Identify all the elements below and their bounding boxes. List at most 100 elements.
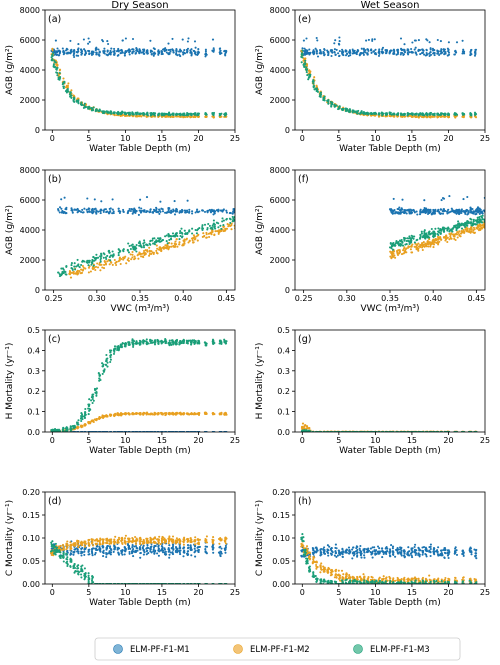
data-point — [446, 54, 449, 57]
data-point — [312, 82, 315, 85]
data-point — [59, 50, 62, 53]
data-point — [406, 237, 409, 240]
data-point — [87, 264, 90, 267]
data-point — [161, 210, 165, 213]
data-point — [469, 231, 472, 234]
data-point — [319, 48, 322, 52]
data-point — [104, 263, 108, 266]
data-point — [334, 105, 337, 108]
data-point — [225, 218, 228, 221]
data-point — [58, 78, 61, 81]
data-point — [178, 243, 181, 246]
data-point — [388, 111, 391, 114]
data-point — [417, 113, 420, 116]
data-point — [64, 429, 67, 432]
data-point — [175, 112, 178, 115]
data-point — [56, 64, 59, 67]
data-point — [61, 47, 64, 50]
data-point — [377, 51, 380, 54]
data-point — [419, 233, 422, 236]
data-point — [135, 210, 138, 213]
data-point — [420, 232, 423, 235]
data-point — [478, 212, 481, 215]
data-point — [466, 195, 469, 199]
data-point — [113, 348, 116, 351]
data-point — [62, 53, 65, 56]
data-point — [119, 210, 122, 213]
data-point — [165, 234, 168, 237]
axes-frame — [44, 9, 236, 131]
data-point — [465, 229, 468, 232]
data-point — [164, 413, 167, 416]
data-point — [135, 51, 138, 54]
data-point — [312, 86, 315, 89]
data-point — [428, 241, 431, 244]
y-tick-label: 2000 — [20, 96, 40, 105]
data-point — [69, 276, 73, 279]
data-point — [160, 50, 164, 53]
data-point — [433, 234, 437, 237]
data-point — [351, 48, 354, 51]
data-point — [106, 254, 109, 257]
data-point — [351, 52, 354, 55]
data-point — [229, 221, 232, 224]
data-point — [124, 37, 127, 40]
data-point — [59, 75, 62, 79]
data-point — [80, 53, 83, 56]
data-point — [201, 235, 204, 238]
data-point — [173, 245, 176, 249]
data-point — [392, 197, 395, 200]
data-point — [403, 246, 406, 249]
data-point — [140, 209, 143, 213]
data-point — [367, 38, 370, 41]
data-point — [138, 209, 141, 212]
data-point — [192, 49, 195, 52]
data-point — [87, 266, 91, 269]
data-point — [349, 54, 352, 57]
data-point — [367, 49, 370, 52]
data-point — [448, 229, 452, 232]
data-point — [163, 48, 166, 51]
data-point — [394, 242, 397, 245]
data-points — [57, 196, 235, 279]
data-point — [60, 207, 63, 210]
data-point — [214, 227, 217, 230]
data-point — [462, 48, 465, 51]
data-point — [419, 53, 422, 56]
y-tick-label: 0 — [285, 286, 290, 295]
data-point — [88, 421, 91, 424]
data-point — [175, 411, 178, 415]
data-point — [355, 51, 358, 54]
data-point — [92, 106, 95, 109]
data-point — [423, 232, 426, 235]
data-point — [102, 252, 105, 255]
data-point — [406, 48, 409, 51]
data-point — [403, 49, 406, 52]
data-point — [410, 245, 413, 248]
data-point — [194, 46, 197, 49]
data-point — [135, 49, 138, 52]
data-point — [452, 233, 455, 236]
data-point — [461, 52, 464, 55]
data-point — [315, 52, 318, 55]
data-point — [392, 241, 395, 245]
data-point — [433, 52, 436, 55]
data-point — [411, 41, 414, 44]
data-point — [362, 53, 365, 56]
x-tick-label: 0.25 — [295, 294, 313, 303]
data-point — [457, 222, 460, 225]
data-point — [430, 232, 433, 235]
data-point — [390, 246, 393, 249]
data-point — [204, 50, 207, 53]
data-point — [422, 241, 425, 244]
data-point — [176, 235, 179, 238]
data-point — [70, 89, 73, 92]
data-point — [327, 52, 330, 55]
data-point — [90, 208, 93, 212]
data-point — [365, 39, 368, 42]
data-point — [121, 110, 124, 113]
data-point — [105, 110, 108, 113]
data-point — [76, 48, 80, 51]
data-point — [217, 210, 220, 213]
data-point — [461, 39, 464, 42]
